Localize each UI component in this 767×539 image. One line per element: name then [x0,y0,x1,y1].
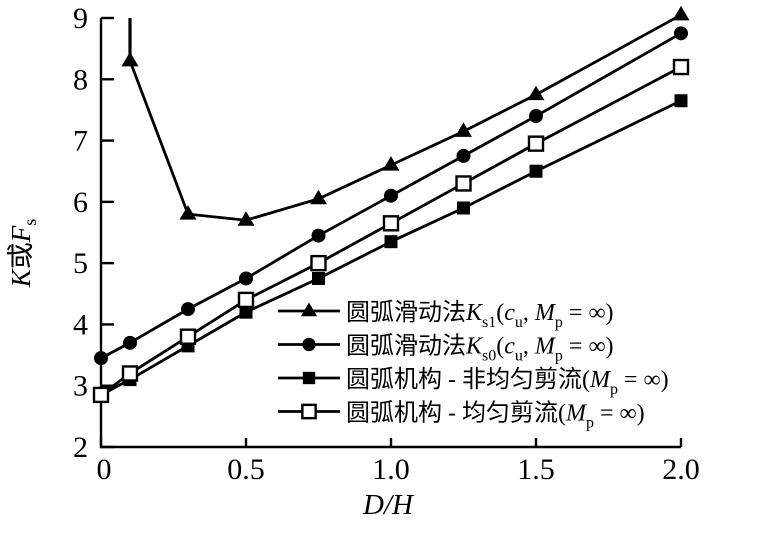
series-0-markers [121,5,690,226]
legend-label: 圆弧机构 - 非均匀剪流(Mp = ∞) [346,366,669,398]
y-tick-label: 2 [73,431,88,464]
y-tick-label: 3 [73,370,88,403]
y-tick-label: 4 [73,308,88,341]
square-open-marker [672,58,690,76]
square-open-marker [310,254,327,272]
triangle-filled-marker [382,156,400,171]
square-open-marker [455,175,472,192]
legend-item-0: 圆弧滑动法Ks1(cu, Mp = ∞) [278,299,614,331]
x-tick-label: 1.0 [372,453,410,486]
square-filled-marker [384,235,398,249]
y-tick-label: 8 [73,63,88,96]
square-open-marker [92,386,110,404]
triangle-filled-marker [179,205,197,220]
circle-filled-marker [311,228,326,243]
square-filled-marker [312,271,325,285]
square-filled-marker [239,305,253,319]
square-open-marker [301,403,317,420]
legend-item-1: 圆弧滑动法Ks0(cu, Mp = ∞) [278,333,614,365]
y-tick-label: 7 [73,125,88,158]
x-tick-label: 0.5 [227,453,265,486]
square-open-marker [237,291,255,309]
legend: 圆弧滑动法Ks1(cu, Mp = ∞)圆弧滑动法Ks0(cu, Mp = ∞)… [278,299,669,432]
circle-filled-marker [239,271,253,286]
square-open-marker [179,328,197,345]
legend-item-3: 圆弧机构 - 均匀剪流(Mp = ∞) [278,400,645,432]
series-0-line [128,13,682,222]
legend-label: 圆弧机构 - 均匀剪流(Mp = ∞) [346,400,645,432]
square-filled-marker [529,164,543,178]
triangle-filled-marker [672,5,690,21]
x-axis-label: D/H [362,489,415,521]
y-tick-label: 5 [73,247,88,280]
series-3-markers [92,58,690,404]
axes [99,16,683,449]
triangle-filled-marker [455,122,472,137]
triangle-filled-marker [300,302,318,317]
circle-filled-marker [302,337,316,352]
square-open-marker [382,215,400,232]
legend-label: 圆弧滑动法Ks1(cu, Mp = ∞) [346,299,614,331]
tick-labels: 2 3 4 5 6 7 8 9 0 0.5 1.0 1.5 2.0 [73,2,700,486]
x-tick-label: 0 [97,453,112,486]
square-filled-marker [302,371,316,385]
triangle-filled-marker [310,189,327,205]
triangle-filled-marker [121,51,139,67]
circle-filled-marker [456,148,471,163]
circle-filled-marker [384,188,398,203]
y-tick-label: 6 [73,186,88,219]
square-open-marker [527,135,545,152]
circle-filled-marker [529,109,543,124]
series-1-markers [94,26,688,366]
circle-filled-marker [94,351,108,366]
circle-filled-marker [123,335,137,350]
square-filled-marker [674,94,688,108]
y-tick-label: 9 [73,2,88,35]
circle-filled-marker [674,26,688,41]
triangle-filled-marker [527,85,545,101]
y-axis-label: K或Fs [6,219,40,289]
legend-item-2: 圆弧机构 - 非均匀剪流(Mp = ∞) [278,366,669,398]
square-open-marker [121,365,139,382]
triangle-filled-marker [237,211,255,226]
x-tick-label: 2.0 [662,453,700,486]
legend-label: 圆弧滑动法Ks0(cu, Mp = ∞) [346,333,614,365]
square-filled-marker [457,201,470,215]
circle-filled-marker [181,302,195,317]
x-tick-label: 1.5 [517,453,555,486]
